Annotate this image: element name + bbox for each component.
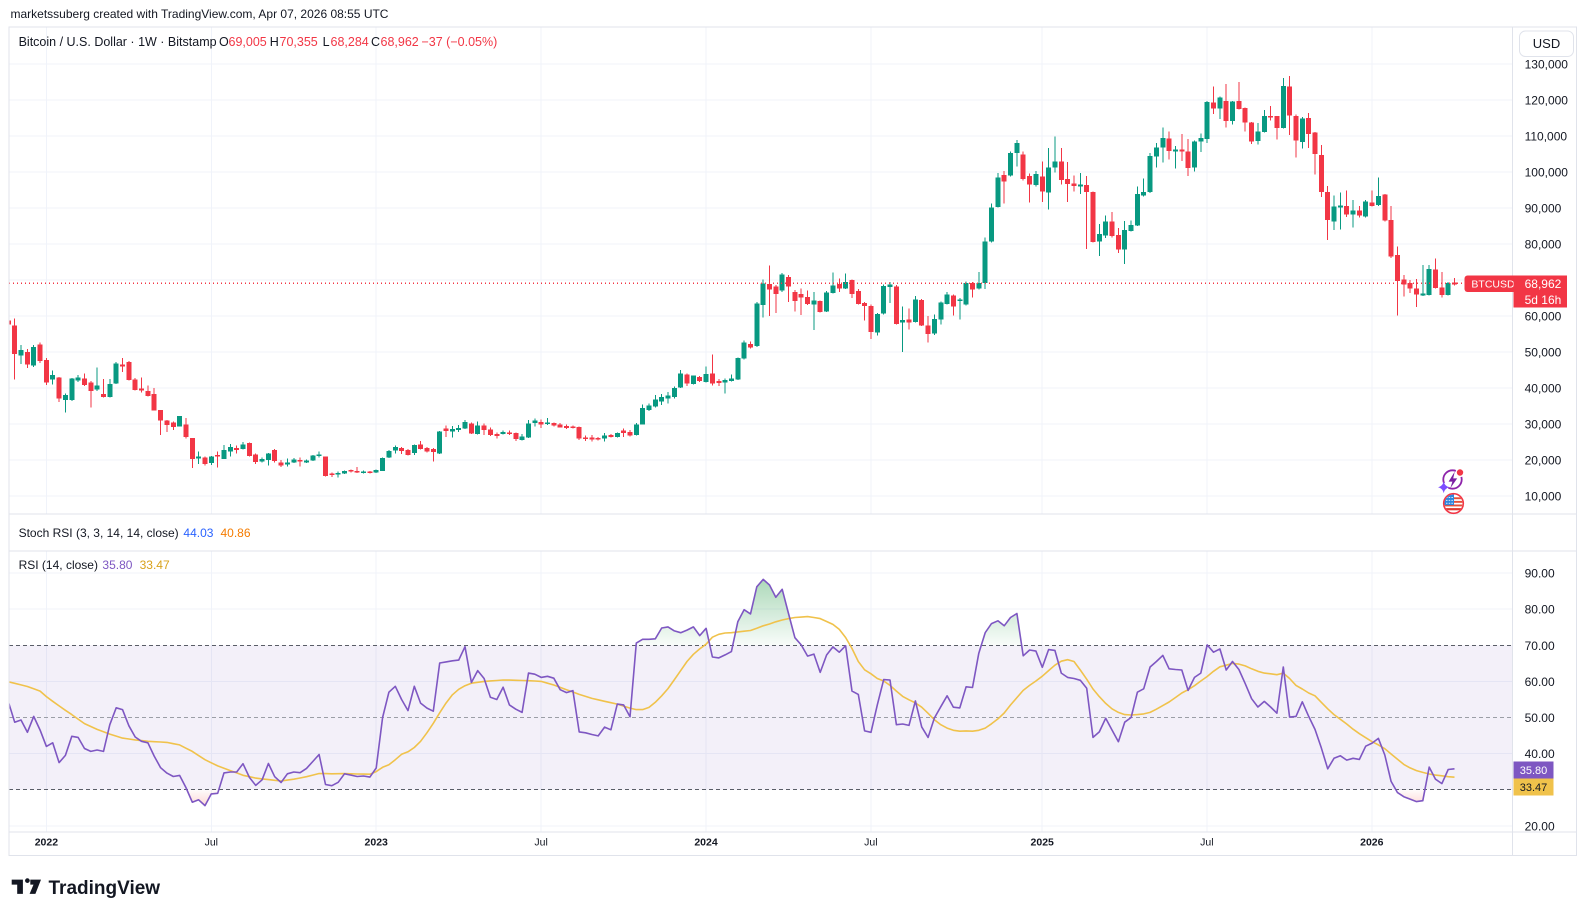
svg-text:80,000: 80,000 xyxy=(1525,238,1562,252)
svg-text:C: C xyxy=(371,35,380,49)
svg-text:90,000: 90,000 xyxy=(1525,202,1562,216)
svg-text:2023: 2023 xyxy=(365,837,389,849)
svg-text:50.00: 50.00 xyxy=(1525,711,1555,725)
svg-text:2022: 2022 xyxy=(35,837,59,849)
svg-text:68,962: 68,962 xyxy=(1525,277,1562,291)
svg-text:100,000: 100,000 xyxy=(1525,166,1569,180)
svg-text:−37 (−0.05%): −37 (−0.05%) xyxy=(422,35,498,49)
svg-text:BTCUSD: BTCUSD xyxy=(1471,279,1515,291)
svg-text:50,000: 50,000 xyxy=(1525,346,1562,360)
svg-text:60.00: 60.00 xyxy=(1525,675,1555,689)
svg-text:Jul: Jul xyxy=(1200,837,1213,849)
svg-text:RSI (14, close): RSI (14, close) xyxy=(19,558,98,572)
svg-text:40,000: 40,000 xyxy=(1525,382,1562,396)
svg-text:5d 16h: 5d 16h xyxy=(1525,293,1562,307)
svg-text:130,000: 130,000 xyxy=(1525,58,1569,72)
svg-text:O: O xyxy=(219,35,229,49)
svg-text:30,000: 30,000 xyxy=(1525,418,1562,432)
svg-text:40.86: 40.86 xyxy=(221,526,251,540)
svg-text:Stoch RSI (3, 3, 14, 14, close: Stoch RSI (3, 3, 14, 14, close) xyxy=(19,526,179,540)
svg-text:120,000: 120,000 xyxy=(1525,94,1569,108)
svg-text:Jul: Jul xyxy=(534,837,547,849)
svg-text:Jul: Jul xyxy=(864,837,877,849)
svg-text:35.80: 35.80 xyxy=(102,558,132,572)
svg-text:2024: 2024 xyxy=(694,837,718,849)
svg-text:60,000: 60,000 xyxy=(1525,310,1562,324)
svg-text:2026: 2026 xyxy=(1360,837,1384,849)
svg-text:40.00: 40.00 xyxy=(1525,747,1555,761)
svg-text:110,000: 110,000 xyxy=(1525,130,1568,144)
svg-text:69,005: 69,005 xyxy=(229,35,267,49)
svg-text:Bitcoin / U.S. Dollar · 1W · B: Bitcoin / U.S. Dollar · 1W · Bitstamp xyxy=(19,35,217,49)
svg-text:33.47: 33.47 xyxy=(1520,782,1548,794)
svg-text:35.80: 35.80 xyxy=(1520,765,1548,777)
svg-text:10,000: 10,000 xyxy=(1525,490,1562,504)
svg-text:TradingView: TradingView xyxy=(49,878,161,899)
svg-text:20.00: 20.00 xyxy=(1525,819,1555,833)
svg-text:80.00: 80.00 xyxy=(1525,603,1555,617)
svg-text:44.03: 44.03 xyxy=(183,526,213,540)
svg-text:Jul: Jul xyxy=(205,837,218,849)
svg-text:70,355: 70,355 xyxy=(280,35,318,49)
svg-text:2025: 2025 xyxy=(1031,837,1055,849)
svg-text:70.00: 70.00 xyxy=(1525,639,1555,653)
svg-text:33.47: 33.47 xyxy=(140,558,170,572)
svg-text:L: L xyxy=(323,35,330,49)
svg-text:68,962: 68,962 xyxy=(381,35,419,49)
svg-text:USD: USD xyxy=(1533,36,1560,51)
svg-text:90.00: 90.00 xyxy=(1525,567,1555,581)
svg-text:20,000: 20,000 xyxy=(1525,454,1562,468)
svg-text:marketssuberg created with Tra: marketssuberg created with TradingView.c… xyxy=(11,7,389,21)
svg-text:68,284: 68,284 xyxy=(331,35,369,49)
svg-text:H: H xyxy=(270,35,279,49)
